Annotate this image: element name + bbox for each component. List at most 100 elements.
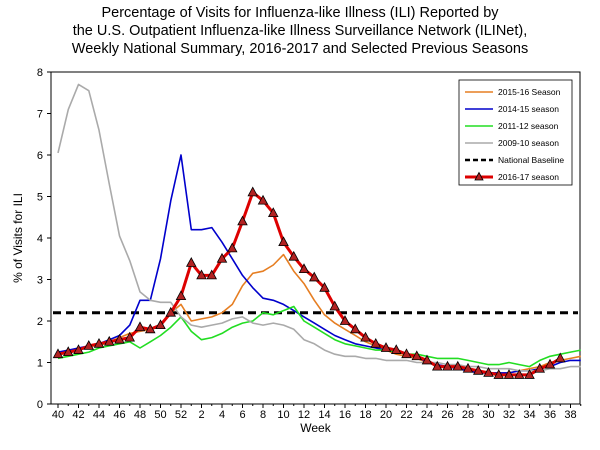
series-marker	[483, 367, 494, 377]
x-tick-label: 46	[113, 409, 125, 421]
series-marker	[544, 358, 556, 369]
series-marker	[52, 348, 64, 359]
x-tick-label: 38	[564, 409, 576, 421]
x-tick-label: 34	[523, 409, 535, 421]
legend: 2015-16 Season 2014-15 season 2011-12 seas…	[458, 79, 573, 186]
y-tick-label: 4	[37, 233, 43, 245]
series-marker	[360, 331, 371, 342]
series-marker	[380, 342, 392, 352]
series-marker	[462, 362, 474, 373]
series-marker	[442, 360, 453, 371]
y-tick-label: 7	[37, 109, 43, 121]
title-line-3: Weekly National Summary, 2016-2017 and S…	[72, 41, 528, 57]
series-marker	[513, 369, 525, 379]
series-marker	[237, 215, 248, 226]
x-tick-label: 14	[318, 409, 330, 421]
series-marker	[175, 290, 187, 301]
series-marker	[247, 186, 259, 197]
series-marker	[134, 321, 146, 332]
series-marker	[83, 340, 95, 350]
x-tick-label: 26	[441, 409, 453, 421]
series-marker	[534, 362, 546, 373]
series-marker	[114, 333, 125, 344]
chart-title: Percentage of Visits for Influenza-like …	[72, 5, 528, 57]
x-tick-label: 36	[544, 409, 556, 421]
series-marker	[421, 354, 433, 365]
series-marker	[503, 369, 515, 379]
series-marker	[226, 242, 238, 253]
series-marker	[73, 344, 84, 354]
y-axis-label: % of Visits for ILI	[11, 193, 25, 283]
series-marker	[308, 271, 320, 282]
x-tick-label: 4	[219, 409, 225, 421]
series-marker	[298, 263, 310, 274]
legend-label: 2014-15 season	[498, 104, 559, 114]
x-tick-label: 22	[400, 409, 412, 421]
y-tick-label: 6	[37, 150, 43, 162]
x-tick-label: 24	[421, 409, 433, 421]
series-marker	[124, 331, 136, 342]
series-marker	[288, 250, 300, 261]
series-marker	[267, 207, 279, 218]
series-marker	[206, 269, 218, 280]
series-marker	[155, 319, 166, 330]
x-tick-label: 18	[359, 409, 371, 421]
x-tick-label: 2	[198, 409, 204, 421]
title-line-1: Percentage of Visits for Influenza-like …	[101, 5, 499, 21]
y-tick-label: 1	[37, 358, 43, 370]
series-marker	[411, 350, 423, 361]
legend-marker	[474, 171, 484, 181]
series-marker	[524, 369, 535, 379]
series-marker	[216, 252, 228, 263]
x-tick-label: 32	[503, 409, 515, 421]
series-marker	[452, 360, 464, 371]
x-tick-label: 44	[93, 409, 105, 421]
series-marker	[401, 348, 412, 359]
series-marker	[493, 369, 505, 379]
series-marker	[165, 306, 177, 317]
legend-label: 2016-17 season	[498, 172, 559, 182]
x-tick-label: 30	[482, 409, 494, 421]
x-tick-label: 28	[462, 409, 474, 421]
series-marker	[349, 323, 361, 334]
y-tick-label: 2	[37, 316, 43, 328]
series-marker	[257, 194, 269, 205]
series-marker	[472, 364, 484, 375]
legend-label: National Baseline	[498, 155, 564, 165]
series-marker	[93, 337, 105, 348]
series-marker	[390, 344, 402, 354]
series-marker	[339, 315, 351, 325]
series-marker	[103, 335, 115, 346]
legend-label: 2011-12 season	[498, 121, 559, 131]
legend-label: 2015-16 Season	[498, 87, 561, 97]
series-marker	[196, 269, 207, 280]
series-marker	[319, 281, 330, 292]
series-marker	[329, 300, 341, 311]
x-tick-label: 10	[277, 409, 289, 421]
series-marker	[144, 323, 156, 334]
x-tick-label: 40	[52, 409, 64, 421]
series-lines	[52, 83, 581, 379]
y-tick-label: 5	[37, 192, 43, 204]
series-line-3	[57, 83, 581, 372]
x-tick-label: 52	[175, 409, 187, 421]
x-tick-label: 6	[239, 409, 245, 421]
x-tick-label: 12	[298, 409, 310, 421]
y-tick-label: 8	[37, 67, 43, 79]
x-tick-label: 8	[260, 409, 266, 421]
x-tick-label: 42	[72, 409, 84, 421]
y-tick-label: 0	[37, 399, 43, 411]
x-tick-label: 50	[154, 409, 166, 421]
x-tick-label: 16	[339, 409, 351, 421]
x-tick-label: 48	[134, 409, 146, 421]
series-marker	[370, 337, 382, 348]
series-line-2	[57, 305, 581, 368]
title-line-2: the U.S. Outpatient Influenza-like Illne…	[73, 23, 528, 39]
x-axis-label: Week	[300, 421, 331, 435]
series-marker	[185, 257, 197, 267]
legend-box	[458, 79, 573, 186]
y-tick-label: 3	[37, 275, 43, 287]
legend-label: 2009-10 season	[498, 138, 559, 148]
